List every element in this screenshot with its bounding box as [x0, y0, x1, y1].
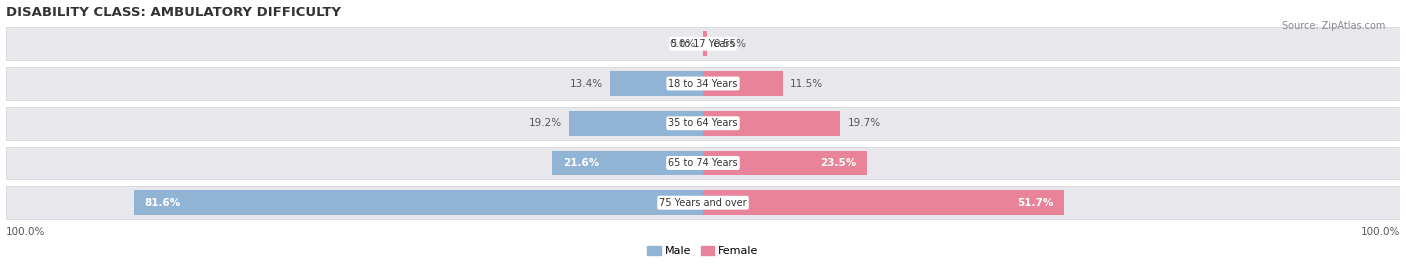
Text: 0.55%: 0.55% [714, 39, 747, 49]
Text: 0.0%: 0.0% [669, 39, 696, 49]
Text: 51.7%: 51.7% [1017, 198, 1053, 208]
Bar [553, 151, 703, 175]
Bar [6, 147, 1400, 179]
Bar [703, 71, 783, 96]
Bar [6, 187, 1400, 219]
Bar [703, 111, 841, 136]
Legend: Male, Female: Male, Female [643, 241, 763, 261]
Text: 11.5%: 11.5% [790, 79, 824, 88]
Text: 13.4%: 13.4% [569, 79, 603, 88]
Text: Source: ZipAtlas.com: Source: ZipAtlas.com [1281, 21, 1385, 31]
Bar [610, 71, 703, 96]
Text: 35 to 64 Years: 35 to 64 Years [668, 118, 738, 128]
Text: 18 to 34 Years: 18 to 34 Years [668, 79, 738, 88]
Bar [6, 107, 1400, 140]
Text: 19.7%: 19.7% [848, 118, 880, 128]
Bar [6, 67, 1400, 100]
Bar [569, 111, 703, 136]
Text: 19.2%: 19.2% [529, 118, 562, 128]
Text: 23.5%: 23.5% [820, 158, 856, 168]
Bar [703, 151, 868, 175]
Text: 21.6%: 21.6% [562, 158, 599, 168]
Text: 100.0%: 100.0% [1361, 226, 1400, 237]
Text: 65 to 74 Years: 65 to 74 Years [668, 158, 738, 168]
Text: 81.6%: 81.6% [145, 198, 180, 208]
Text: 75 Years and over: 75 Years and over [659, 198, 747, 208]
Text: 5 to 17 Years: 5 to 17 Years [671, 39, 735, 49]
Text: DISABILITY CLASS: AMBULATORY DIFFICULTY: DISABILITY CLASS: AMBULATORY DIFFICULTY [6, 6, 340, 18]
Bar [6, 27, 1400, 60]
Text: 100.0%: 100.0% [6, 226, 45, 237]
Bar [703, 190, 1063, 215]
Bar [703, 31, 707, 56]
Bar [134, 190, 703, 215]
